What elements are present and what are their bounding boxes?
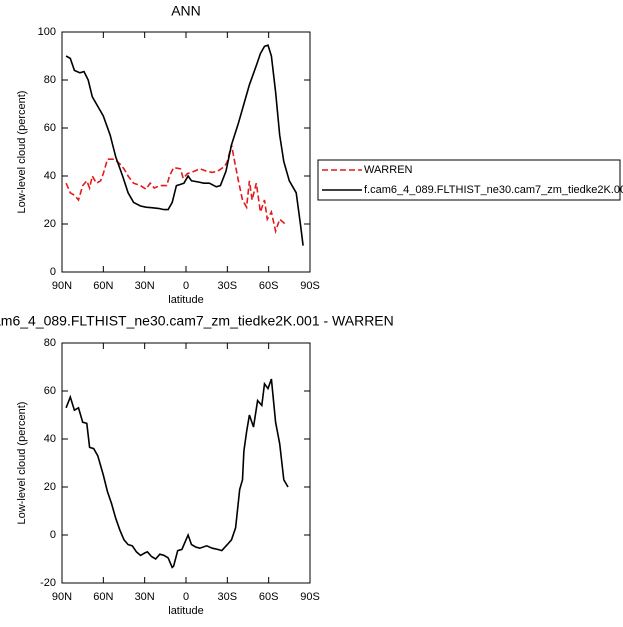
x-tick-label: 60S: [259, 591, 279, 603]
x-tick-label: 60S: [259, 280, 279, 292]
data-line: [65, 144, 286, 235]
y-tick-label: 60: [44, 385, 56, 397]
y-tick-label: 0: [50, 529, 56, 541]
chart-title: f.cam6_4_089.FLTHIST_ne30.cam7_zm_tiedke…: [0, 313, 394, 329]
data-line: [65, 44, 304, 246]
x-tick-label: 30S: [218, 280, 238, 292]
y-tick-label: 40: [44, 433, 56, 445]
legend-label: WARREN: [364, 164, 413, 176]
chart-title: ANN: [171, 3, 201, 19]
x-tick-label: 30S: [218, 591, 238, 603]
legend-box: [317, 159, 621, 201]
x-tick-label: 90N: [52, 280, 72, 292]
y-tick-label: 80: [44, 337, 56, 349]
y-axis-label: Low-level cloud (percent): [16, 91, 28, 214]
x-axis-label: latitude: [168, 605, 203, 617]
x-tick-label: 0: [183, 280, 189, 292]
y-tick-label: 60: [44, 122, 56, 134]
y-tick-label: -20: [40, 577, 56, 589]
y-axis-label: Low-level cloud (percent): [16, 402, 28, 525]
x-tick-label: 90N: [52, 591, 72, 603]
y-tick-label: 40: [44, 170, 56, 182]
x-tick-label: 30N: [135, 591, 155, 603]
data-line: [65, 378, 289, 569]
x-axis-label: latitude: [168, 294, 203, 306]
y-tick-label: 80: [44, 74, 56, 86]
x-tick-label: 90S: [300, 280, 320, 292]
legend-label: f.cam6_4_089.FLTHIST_ne30.cam7_zm_tiedke…: [364, 184, 623, 196]
y-tick-label: 0: [50, 266, 56, 278]
y-tick-label: 20: [44, 218, 56, 230]
x-tick-label: 0: [183, 591, 189, 603]
x-tick-label: 30N: [135, 280, 155, 292]
x-tick-label: 60N: [93, 280, 113, 292]
x-tick-label: 60N: [93, 591, 113, 603]
y-tick-label: 20: [44, 481, 56, 493]
x-tick-label: 90S: [300, 591, 320, 603]
y-tick-label: 100: [38, 26, 56, 38]
